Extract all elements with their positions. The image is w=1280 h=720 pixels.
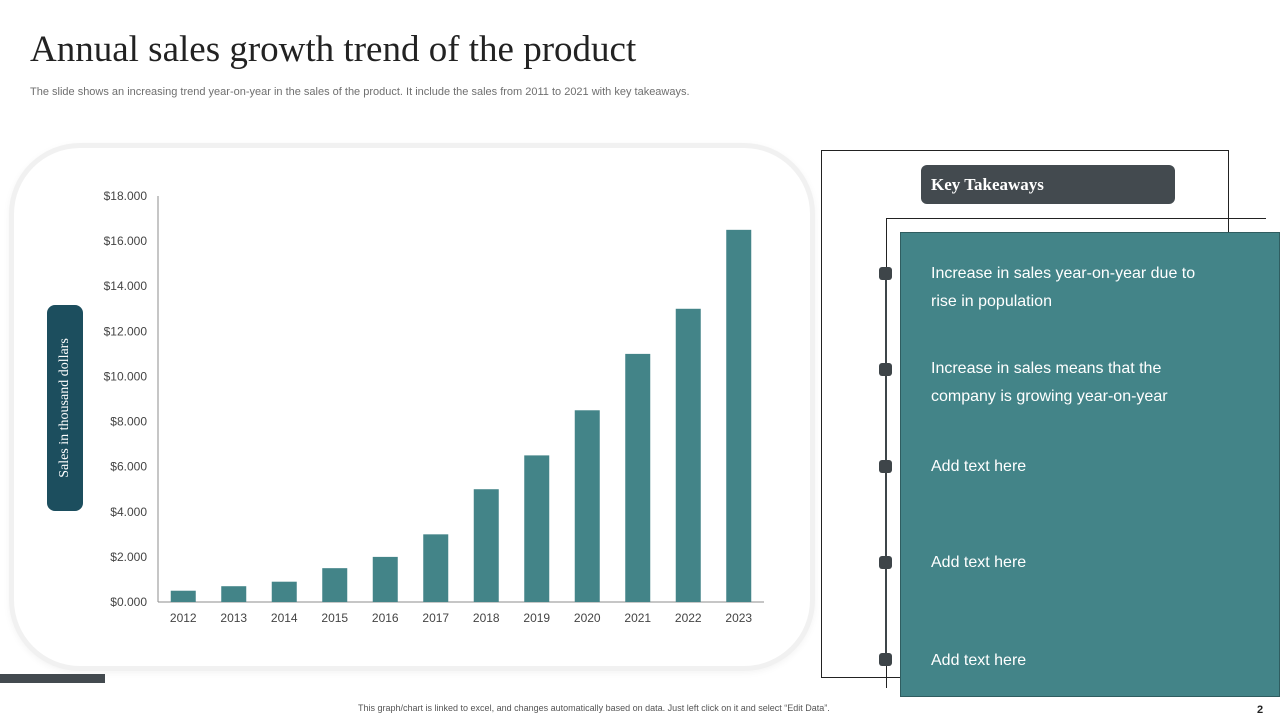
y-tick-label: $6.000 xyxy=(110,460,147,474)
x-tick-label: 2023 xyxy=(725,611,752,625)
x-tick-label: 2013 xyxy=(220,611,247,625)
y-tick-label: $16.000 xyxy=(104,234,148,248)
footer-note: This graph/chart is linked to excel, and… xyxy=(358,703,830,713)
takeaway-item-5[interactable]: Add text here xyxy=(931,652,1027,669)
x-tick-label: 2014 xyxy=(271,611,298,625)
slide-subtitle: The slide shows an increasing trend year… xyxy=(30,86,690,98)
bar-2017[interactable] xyxy=(423,534,449,602)
takeaway-item-4[interactable]: Add text here xyxy=(931,554,1027,571)
takeaway-item-3[interactable]: Add text here xyxy=(931,458,1027,475)
y-tick-label: $0.000 xyxy=(110,595,147,609)
sales-bar-chart[interactable]: $0.000 $2.000 $4.000 $6.000 $8.000 $10.000 $12… xyxy=(0,0,820,680)
takeaway-item-2[interactable]: Increase in sales means that the company… xyxy=(931,360,1168,405)
bar-2020[interactable] xyxy=(574,410,600,602)
timeline-dot-1 xyxy=(879,267,892,280)
bar-2013[interactable] xyxy=(221,586,247,602)
y-tick-label: $18.000 xyxy=(104,189,148,203)
bar-2018[interactable] xyxy=(473,489,499,602)
slide-title: Annual sales growth trend of the product xyxy=(30,29,637,70)
accent-bar xyxy=(0,674,105,683)
x-tick-label: 2015 xyxy=(321,611,348,625)
key-takeaways-header: Key Takeaways xyxy=(921,165,1175,204)
x-tick-label: 2020 xyxy=(574,611,601,625)
x-tick-label: 2019 xyxy=(523,611,550,625)
y-axis: $0.000 $2.000 $4.000 $6.000 $8.000 $10.000 $12… xyxy=(104,189,159,609)
x-tick-label: 2016 xyxy=(372,611,399,625)
x-tick-label: 2012 xyxy=(170,611,197,625)
page-number: 2 xyxy=(1257,704,1264,716)
bar-2023[interactable] xyxy=(726,229,752,603)
bar-2015[interactable] xyxy=(322,568,348,602)
y-tick-label: $12.000 xyxy=(104,324,148,338)
y-tick-label: $8.000 xyxy=(110,415,147,429)
bar-2014[interactable] xyxy=(271,581,297,602)
bar-series xyxy=(170,229,752,603)
x-tick-label: 2018 xyxy=(473,611,500,625)
bar-2012[interactable] xyxy=(170,590,196,602)
timeline-dot-4 xyxy=(879,556,892,569)
takeaway-item-1[interactable]: Increase in sales year-on-year due to ri… xyxy=(931,265,1196,310)
y-tick-label: $2.000 xyxy=(110,550,147,564)
timeline-dot-3 xyxy=(879,460,892,473)
takeaways-panel xyxy=(900,232,1280,697)
bar-2021[interactable] xyxy=(625,353,651,602)
y-tick-label: $14.000 xyxy=(104,279,148,293)
bar-2016[interactable] xyxy=(372,556,398,602)
y-tick-label: $10.000 xyxy=(104,369,148,383)
x-tick-label: 2022 xyxy=(675,611,702,625)
y-axis-label-badge xyxy=(47,305,83,511)
y-tick-label: $4.000 xyxy=(110,505,147,519)
bar-2022[interactable] xyxy=(675,308,701,602)
x-tick-label: 2017 xyxy=(422,611,449,625)
x-axis: 2012 2013 2014 2015 2016 2017 2018 2019 2020 2021… xyxy=(158,601,764,625)
timeline-dot-2 xyxy=(879,363,892,376)
bar-2019[interactable] xyxy=(524,455,550,602)
timeline-dot-5 xyxy=(879,653,892,666)
x-tick-label: 2021 xyxy=(624,611,651,625)
